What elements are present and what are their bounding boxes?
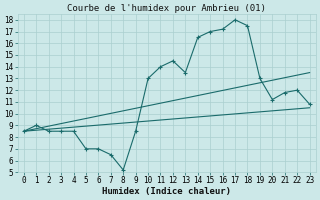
X-axis label: Humidex (Indice chaleur): Humidex (Indice chaleur)	[102, 187, 231, 196]
Title: Courbe de l'humidex pour Ambrieu (01): Courbe de l'humidex pour Ambrieu (01)	[67, 4, 266, 13]
